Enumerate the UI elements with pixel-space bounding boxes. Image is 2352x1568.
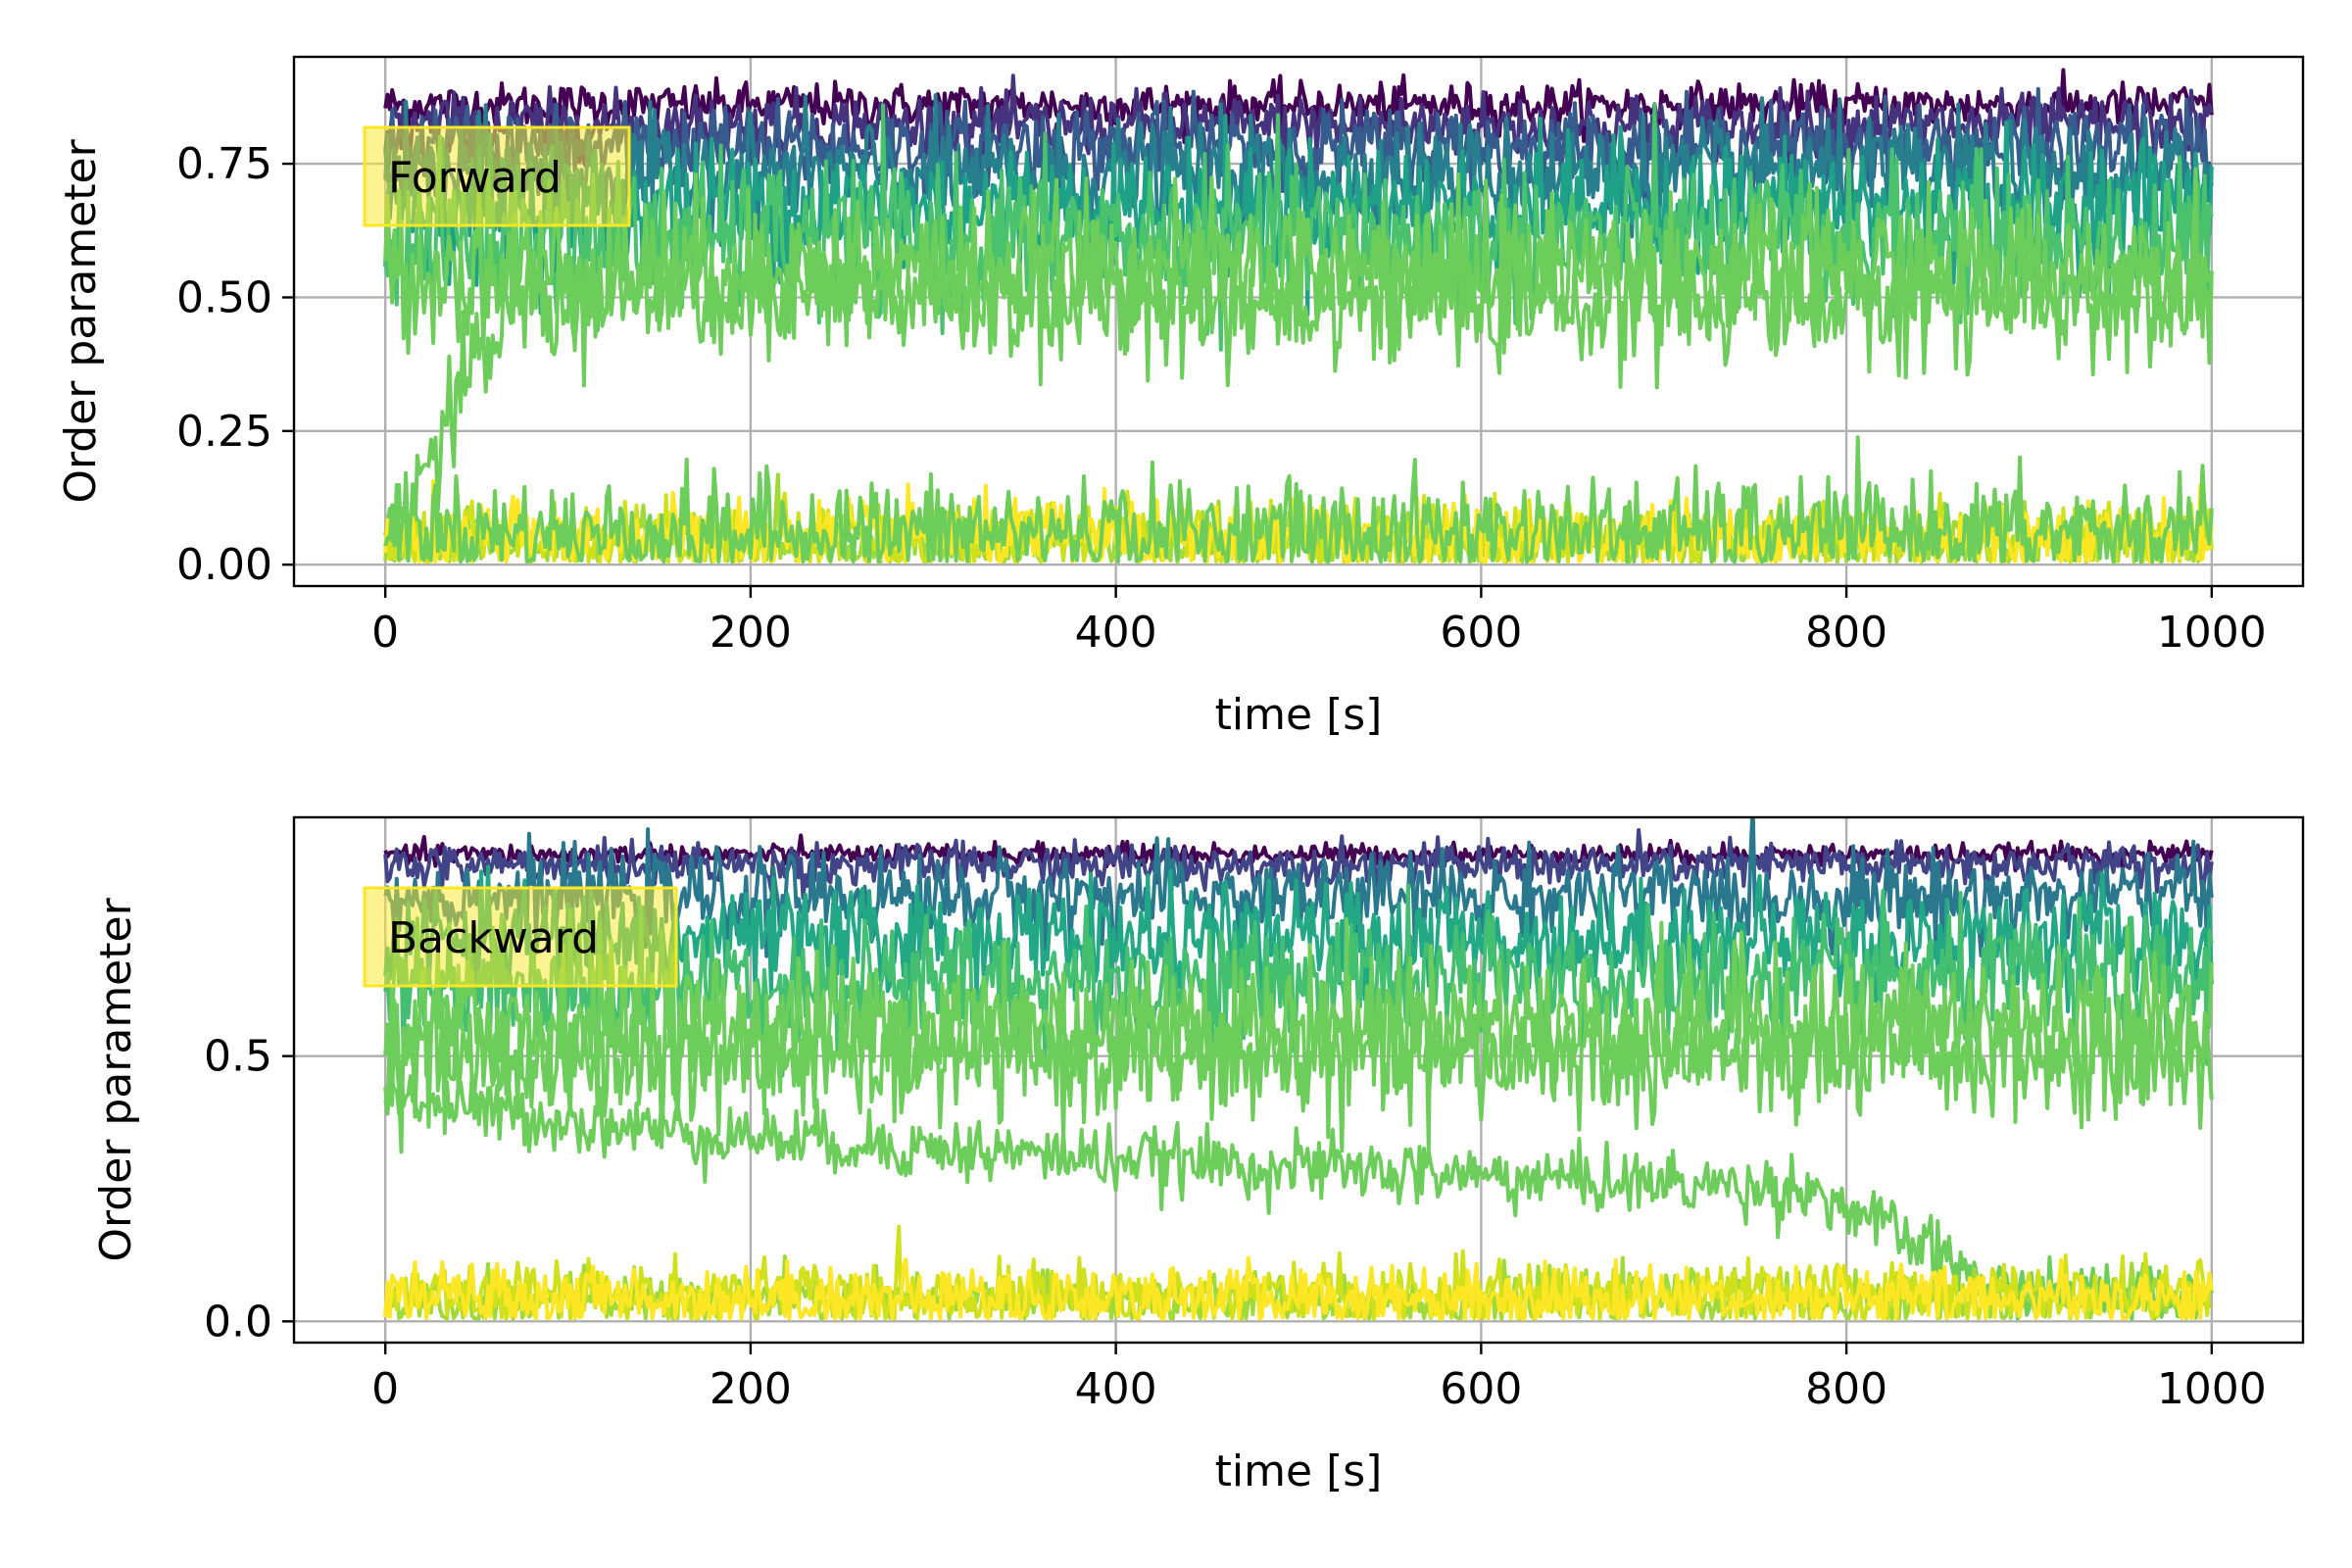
x-tick-label: 800 [1805, 608, 1887, 658]
series-line [383, 864, 2214, 1014]
series-group [383, 817, 2214, 1321]
x-tick-label: 200 [710, 608, 792, 658]
x-tick-label: 0 [371, 608, 399, 658]
series-line [383, 189, 2214, 563]
plot-frame [292, 815, 2305, 1345]
x-tick-label: 0 [371, 1364, 399, 1414]
y-tick-label: 0.25 [176, 407, 272, 457]
forward-panel: 0 200 400 600 800 1000 time [s] 0.00 0.25 0.50 0.7… [56, 55, 2305, 740]
x-tick-label: 600 [1440, 608, 1522, 658]
annotation-text: Backward [388, 913, 599, 963]
y-tick-label: 0.5 [204, 1032, 272, 1082]
x-axis: 0 200 400 600 800 1000 [371, 1343, 2267, 1414]
x-axis-label: time [s] [1215, 1446, 1383, 1496]
y-axis-label: Order parameter [56, 138, 106, 503]
series-line [383, 435, 2214, 564]
y-tick-label: 0.50 [176, 272, 272, 322]
y-axis: 0.0 0.5 [204, 1032, 294, 1347]
x-tick-label: 600 [1440, 1364, 1522, 1414]
y-axis: 0.00 0.25 0.50 0.75 [176, 139, 294, 590]
y-tick-label: 0.75 [176, 139, 272, 189]
backward-panel: 0 200 400 600 800 1000 time [s] 0.0 0.5 Order par… [91, 815, 2305, 1496]
y-tick-label: 0.00 [176, 540, 272, 590]
series-line [383, 74, 2214, 193]
series-line [383, 167, 2214, 390]
annotation: Forward [363, 125, 631, 227]
series-line [383, 940, 2214, 1154]
annotation: Backward [363, 886, 678, 988]
x-tick-label: 1000 [2157, 1364, 2267, 1414]
annotation-text: Forward [388, 153, 562, 203]
y-tick-label: 0.0 [204, 1297, 272, 1347]
x-tick-label: 400 [1075, 1364, 1157, 1414]
series-line [383, 1255, 2214, 1321]
series-group [383, 68, 2214, 564]
x-tick-label: 200 [710, 1364, 792, 1414]
series-line [383, 1224, 2214, 1321]
x-axis: 0 200 400 600 800 1000 [371, 586, 2267, 658]
series-line [383, 1067, 2214, 1321]
x-tick-label: 400 [1075, 608, 1157, 658]
x-axis-label: time [s] [1215, 690, 1383, 740]
annotation-box [363, 886, 678, 988]
annotation-box [363, 125, 631, 227]
plot-frame [292, 55, 2305, 588]
x-tick-label: 800 [1805, 1364, 1887, 1414]
x-tick-label: 1000 [2157, 608, 2267, 658]
y-axis-label: Order parameter [91, 897, 141, 1261]
